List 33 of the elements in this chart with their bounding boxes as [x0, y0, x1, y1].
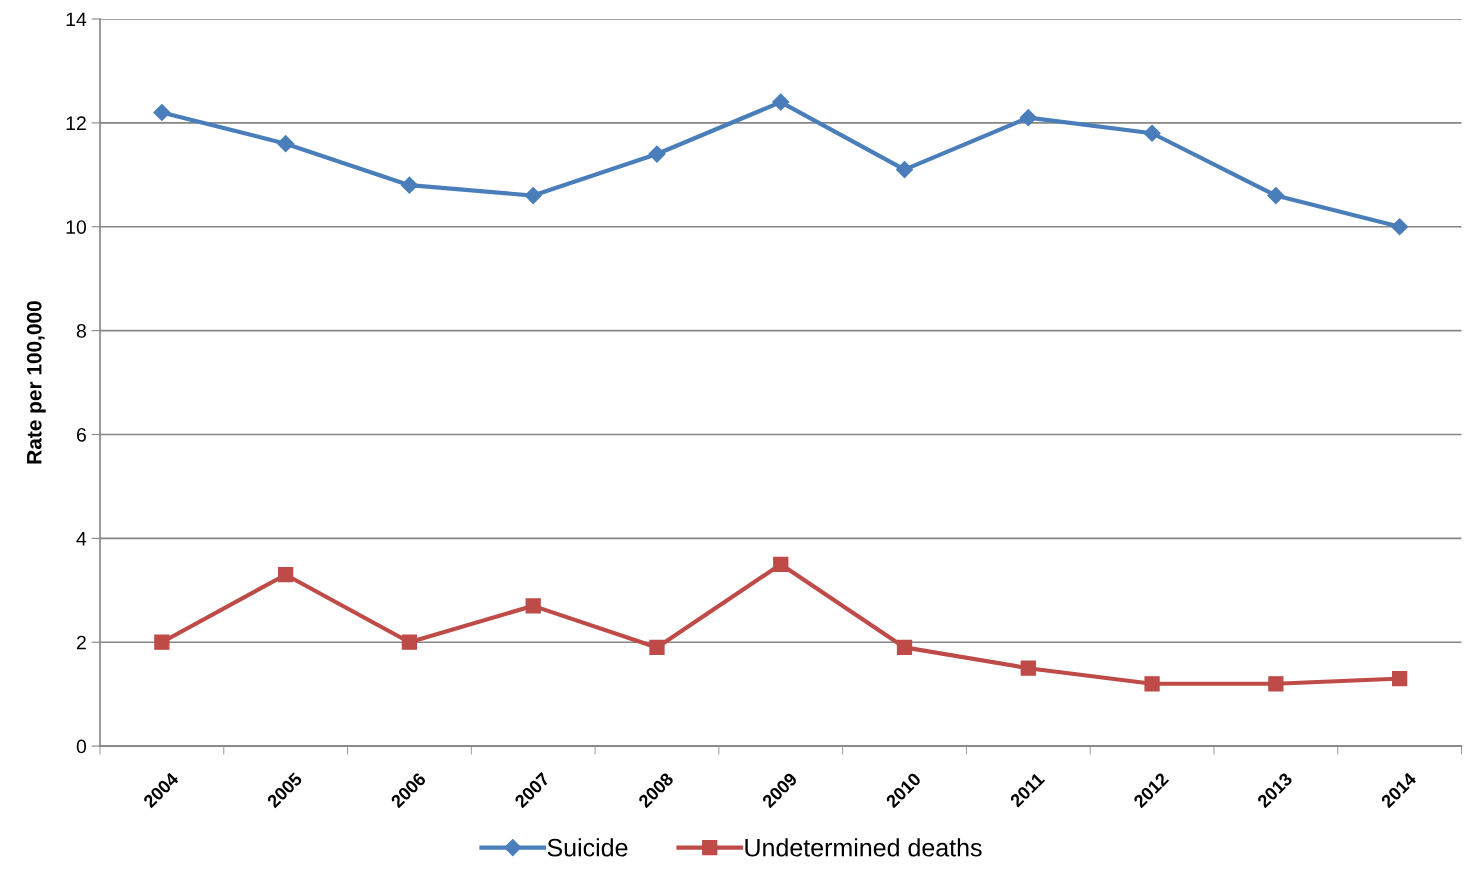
point — [524, 187, 542, 205]
point — [648, 145, 666, 163]
legend-label: Undetermined deaths — [745, 838, 982, 857]
y-tick-label: 2 — [76, 635, 86, 650]
y-tick-label: 4 — [76, 532, 87, 546]
point — [1019, 109, 1037, 127]
point — [772, 93, 790, 111]
point — [773, 556, 789, 572]
y-tick-label: 12 — [66, 116, 86, 130]
point — [1020, 660, 1036, 676]
point — [1143, 124, 1161, 142]
point — [1268, 676, 1284, 692]
point — [153, 103, 171, 122]
point — [400, 176, 418, 194]
point — [1267, 187, 1285, 205]
y-tick-label: 8 — [76, 324, 86, 338]
y-tick-label: 10 — [66, 220, 87, 234]
legend-label: Suicide — [547, 838, 628, 857]
point — [649, 639, 665, 656]
point — [895, 161, 914, 179]
point — [154, 634, 170, 650]
y-tick-label: 0 — [76, 739, 87, 754]
point — [401, 634, 418, 650]
point — [525, 598, 541, 614]
point — [278, 567, 294, 583]
point — [1391, 670, 1408, 687]
y-axis-title: Rate per 100,000 — [26, 301, 46, 464]
point — [896, 639, 913, 656]
y-tick-label: 6 — [76, 427, 86, 442]
point — [1144, 676, 1160, 692]
point — [1391, 218, 1409, 236]
point — [277, 135, 295, 153]
y-tick-label: 14 — [66, 12, 87, 27]
